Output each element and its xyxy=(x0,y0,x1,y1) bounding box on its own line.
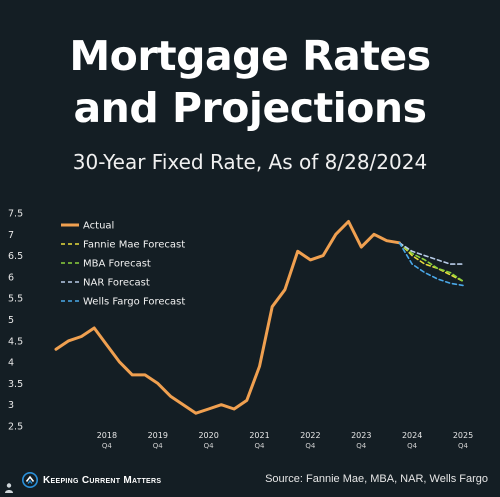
x-tick-quarter-label: Q4 xyxy=(255,442,266,450)
source-note: Source: Fannie Mae, MBA, NAR, Wells Farg… xyxy=(265,473,488,485)
x-tick-quarter-label: Q4 xyxy=(356,442,367,450)
chart-subtitle: 30-Year Fixed Rate, As of 8/28/2024 xyxy=(72,150,428,174)
y-tick-label: 4.5 xyxy=(8,336,23,347)
x-tick-quarter-label: Q4 xyxy=(204,442,215,450)
x-tick-label: 2018 xyxy=(97,431,117,440)
y-tick-label: 3.5 xyxy=(8,379,23,390)
y-tick-label: 5.5 xyxy=(8,294,23,305)
legend-entry: NAR Forecast xyxy=(83,278,150,289)
series-line-wells-fargo-forecast xyxy=(398,241,464,287)
y-tick-label: 4 xyxy=(8,358,14,369)
line-chart: 2.5 3 3.5 4 4.5 5 5.5 6 6.5 7 7.5 2018 Q4 2019 Q4 2020 Q… xyxy=(8,209,473,451)
x-tick-label: 2025 xyxy=(453,431,473,440)
y-tick-label: 6 xyxy=(8,272,14,283)
person-icon xyxy=(5,478,13,493)
legend-entry: MBA Forecast xyxy=(83,259,151,270)
y-tick-label: 7.5 xyxy=(8,209,23,220)
y-tick-label: 7 xyxy=(8,230,14,241)
series-line-nar-forecast xyxy=(398,241,464,265)
legend-entry: Actual xyxy=(83,221,114,232)
y-tick-label: 2.5 xyxy=(8,422,23,433)
y-tick-label: 6.5 xyxy=(8,251,23,262)
x-tick-quarter-label: Q4 xyxy=(407,442,418,450)
series-line-actual xyxy=(54,220,401,415)
x-tick-quarter-label: Q4 xyxy=(102,442,113,450)
x-tick-label: 2022 xyxy=(300,431,320,440)
y-tick-label: 5 xyxy=(8,315,14,326)
keeping-current-matters-logo-icon xyxy=(22,472,38,488)
y-tick-label: 3 xyxy=(8,400,14,411)
x-tick-label: 2019 xyxy=(148,431,168,440)
x-tick-label: 2024 xyxy=(402,431,422,440)
x-tick-label: 2020 xyxy=(198,431,218,440)
series-line-fannie-mae-forecast xyxy=(398,241,464,282)
legend-entry: Wells Fargo Forecast xyxy=(83,297,185,308)
x-tick-label: 2023 xyxy=(351,431,371,440)
brand: Keeping Current Matters xyxy=(22,471,161,489)
x-tick-label: 2021 xyxy=(249,431,269,440)
x-tick-quarter-label: Q4 xyxy=(305,442,316,450)
chart-title-line-2: and Projections xyxy=(73,84,428,132)
x-tick-quarter-label: Q4 xyxy=(458,442,469,450)
brand-name: Keeping Current Matters xyxy=(43,474,162,486)
legend-entry: Fannie Mae Forecast xyxy=(83,240,185,251)
x-tick-quarter-label: Q4 xyxy=(153,442,164,450)
chart-title-line-1: Mortgage Rates xyxy=(69,32,431,80)
series-line-mba-forecast xyxy=(398,241,464,282)
